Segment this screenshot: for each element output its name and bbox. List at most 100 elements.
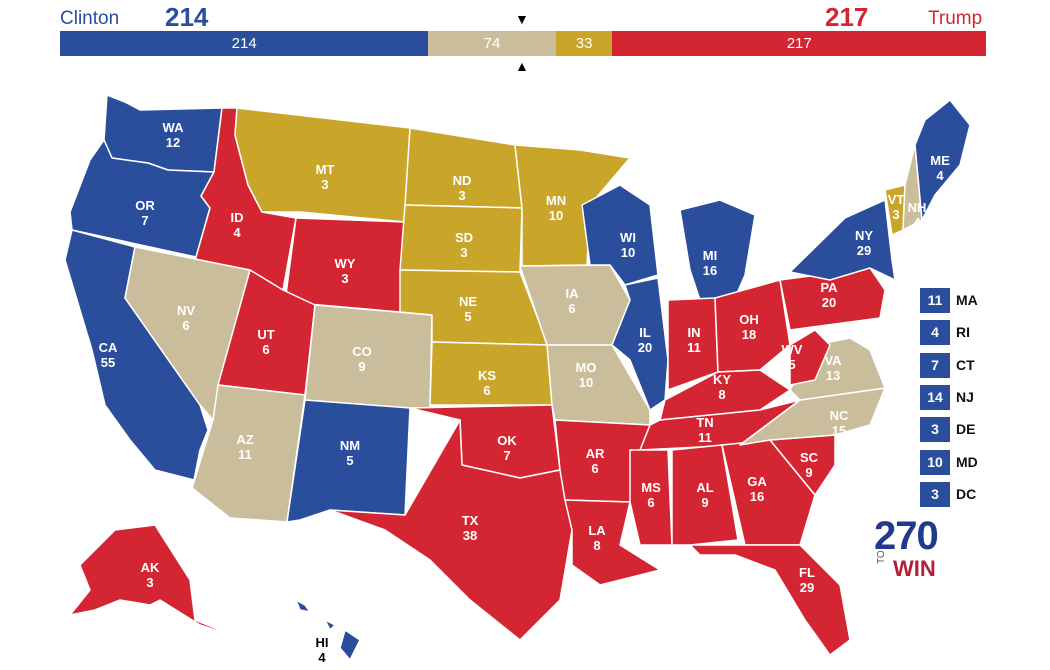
logo-to: TO <box>876 550 887 564</box>
state-ny[interactable] <box>789 199 896 281</box>
state-ev-ut: 6 <box>262 342 269 357</box>
state-ev-ks: 6 <box>483 383 490 398</box>
bar-segment-trump: 217 <box>612 31 986 56</box>
state-label-wi: WI <box>620 230 636 245</box>
small-state-label-md: MD <box>956 453 978 470</box>
state-label-ar: AR <box>586 446 605 461</box>
state-ev-tx: 38 <box>463 528 477 543</box>
state-label-ak: AK <box>141 560 160 575</box>
trump-name: Trump <box>928 8 983 29</box>
state-label-nm: NM <box>340 438 360 453</box>
bar-segment-lean: 33 <box>555 31 613 56</box>
state-ev-mo: 10 <box>579 375 593 390</box>
state-label-wa: WA <box>163 120 185 135</box>
state-ak[interactable] <box>69 524 241 639</box>
small-state-label-de: DE <box>956 421 976 438</box>
logo-270: 270 <box>874 514 939 558</box>
midpoint-arrow-down-icon: ▼ <box>515 11 529 27</box>
state-label-tn: TN <box>696 415 713 430</box>
state-label-or: OR <box>135 198 155 213</box>
state-ev-nv: 6 <box>182 318 189 333</box>
state-ev-ne: 5 <box>464 309 471 324</box>
state-la[interactable] <box>564 499 661 586</box>
state-ev-fl: 29 <box>800 580 814 595</box>
state-al[interactable] <box>671 444 739 546</box>
electoral-header: Clinton 214 217 Trump ▼ ▲ 214 74 33 217 <box>0 0 1050 80</box>
state-me[interactable] <box>914 99 971 221</box>
state-label-nc: NC <box>830 408 849 423</box>
state-ev-ok: 7 <box>503 448 510 463</box>
small-state-label-ma: MA <box>956 292 978 308</box>
clinton-name: Clinton <box>60 8 120 29</box>
small-state-ev-nj[interactable]: 14 <box>920 384 950 410</box>
state-label-ca: CA <box>99 340 118 355</box>
electoral-vote-bar: 214 74 33 217 <box>60 31 986 56</box>
state-label-la: LA <box>588 523 606 538</box>
state-label-ny: NY <box>855 228 873 243</box>
state-wv[interactable] <box>789 329 831 386</box>
state-ev-wi: 10 <box>621 245 635 260</box>
state-ev-oh: 18 <box>742 327 756 342</box>
state-ev-wa: 12 <box>166 135 180 150</box>
small-state-ev-ma[interactable]: 11 <box>920 288 950 313</box>
state-ev-al: 9 <box>701 495 708 510</box>
state-ev-nc: 15 <box>832 423 846 438</box>
state-ev-nm: 5 <box>346 453 353 468</box>
clinton-total: 214 <box>165 2 209 32</box>
state-label-ms: MS <box>641 480 661 495</box>
state-ev-ny: 29 <box>857 243 871 258</box>
state-tx[interactable] <box>329 419 573 641</box>
small-state-label-dc: DC <box>956 485 977 502</box>
state-ev-ga: 16 <box>750 489 764 504</box>
state-label-hi: HI <box>316 635 329 650</box>
state-label-nv: NV <box>177 303 195 318</box>
state-ev-in: 11 <box>687 340 701 355</box>
state-ev-ia: 6 <box>568 301 575 316</box>
state-ev-ms: 6 <box>647 495 654 510</box>
state-label-sd: SD <box>455 230 473 245</box>
state-label-id: ID <box>231 210 244 225</box>
state-ev-il: 20 <box>638 340 652 355</box>
state-ev-id: 4 <box>233 225 241 240</box>
state-label-wy: WY <box>335 256 356 271</box>
state-ev-ak: 3 <box>146 575 153 590</box>
state-ev-pa: 20 <box>822 295 836 310</box>
state-mi[interactable] <box>679 199 756 301</box>
small-state-ev-dc[interactable]: 3 <box>920 481 950 507</box>
state-oh[interactable] <box>714 279 791 373</box>
small-state-ev-ri[interactable]: 4 <box>920 320 950 346</box>
state-label-il: IL <box>639 325 651 340</box>
state-hi[interactable] <box>295 599 361 661</box>
state-label-in: IN <box>688 325 701 340</box>
state-ev-me: 4 <box>936 168 944 183</box>
trump-total: 217 <box>825 2 869 32</box>
state-label-co: CO <box>352 344 372 359</box>
state-ev-co: 9 <box>358 359 365 374</box>
small-state-label-ri: RI <box>956 324 970 341</box>
state-ev-mt: 3 <box>321 177 328 192</box>
state-ev-tn: 11 <box>698 430 712 445</box>
bar-segment-clinton: 214 <box>60 31 429 56</box>
state-wi[interactable] <box>581 184 659 286</box>
state-ms[interactable] <box>629 449 673 546</box>
state-label-wv: WV <box>782 342 803 357</box>
state-ev-wy: 3 <box>341 271 348 286</box>
state-il[interactable] <box>611 277 669 411</box>
state-label-ia: IA <box>566 286 580 301</box>
state-ev-hi: 4 <box>318 650 326 665</box>
small-state-ev-md[interactable]: 10 <box>920 449 950 475</box>
state-label-me: ME <box>930 153 950 168</box>
state-label-pa: PA <box>820 280 838 295</box>
state-label-ks: KS <box>478 368 496 383</box>
state-label-sc: SC <box>800 450 819 465</box>
state-fl[interactable] <box>689 544 851 656</box>
state-label-mn: MN <box>546 193 566 208</box>
small-state-ev-ct[interactable]: 7 <box>920 352 950 378</box>
270-to-win-logo: 270 TO WIN <box>872 514 952 584</box>
state-ev-mi: 16 <box>703 263 717 278</box>
state-ev-va: 13 <box>826 368 840 383</box>
state-ev-nh: 4 <box>913 215 921 230</box>
state-label-ky: KY <box>713 372 731 387</box>
small-state-ev-de[interactable]: 3 <box>920 417 950 443</box>
